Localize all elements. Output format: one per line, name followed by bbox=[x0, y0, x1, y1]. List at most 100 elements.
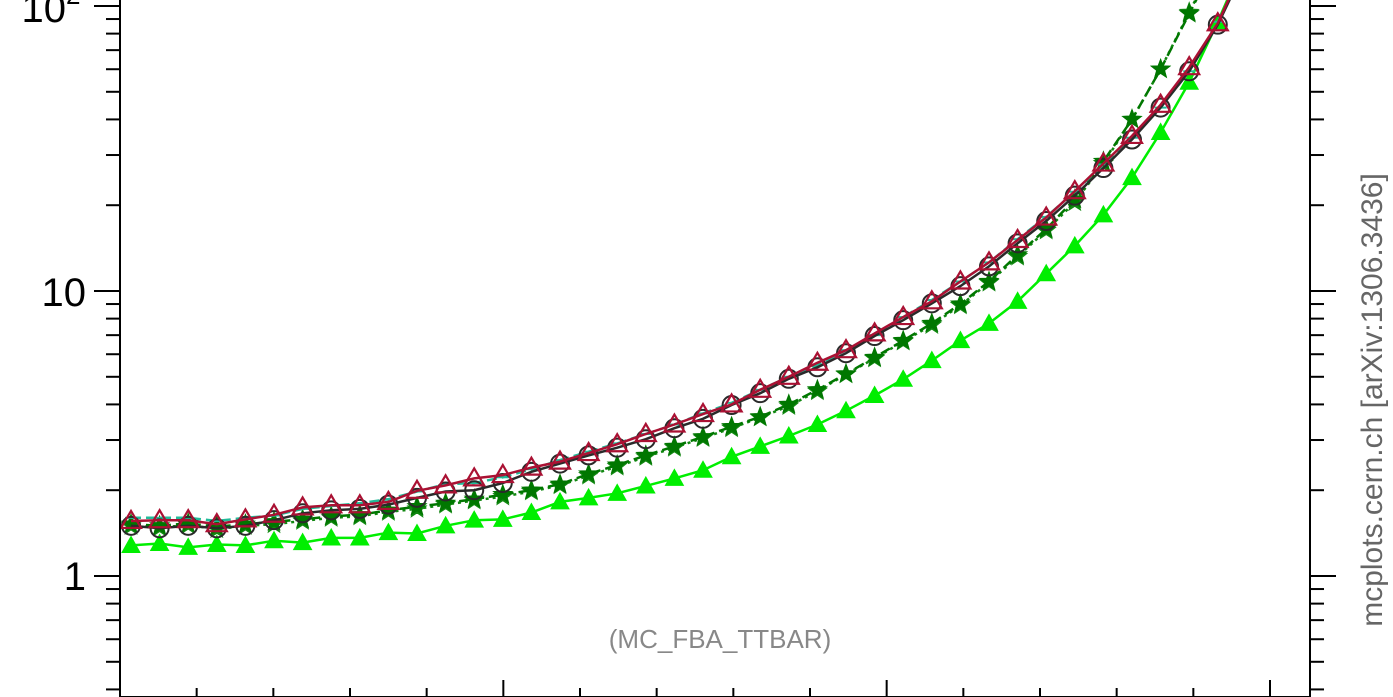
series-0-point bbox=[1122, 167, 1142, 186]
series-4-point bbox=[1207, 14, 1228, 35]
series-5-point bbox=[576, 440, 601, 462]
series-5-point bbox=[1205, 11, 1230, 32]
series-0-point bbox=[893, 369, 914, 387]
series-5-point bbox=[776, 364, 801, 385]
series-5-point bbox=[748, 377, 773, 398]
y-tick-label-100: 10 2 bbox=[22, 0, 81, 31]
series-2-point bbox=[1007, 243, 1029, 264]
series-0 bbox=[121, 0, 1229, 555]
series-2 bbox=[120, 0, 1200, 536]
series-2-point bbox=[435, 492, 457, 513]
series-0-point bbox=[492, 509, 513, 527]
series-5-point bbox=[1148, 92, 1173, 113]
series-5-point bbox=[891, 304, 916, 326]
series-0-point bbox=[1093, 204, 1114, 223]
y-tick-label-100-exponent: 2 bbox=[66, 0, 80, 10]
series-5-point bbox=[233, 507, 258, 528]
series-0-point bbox=[950, 330, 971, 349]
series-2-point bbox=[663, 435, 685, 456]
series-5-point bbox=[262, 502, 286, 523]
series-0-point bbox=[349, 527, 370, 546]
series-5-point bbox=[662, 412, 687, 433]
series-5 bbox=[119, 0, 1230, 533]
series-5-point bbox=[1005, 227, 1030, 249]
series-5-point bbox=[548, 449, 572, 470]
y-tick-label-100-text: 10 bbox=[22, 0, 67, 31]
series-2-point bbox=[1121, 108, 1143, 129]
series-0-point bbox=[664, 468, 685, 486]
series-5-point bbox=[1034, 205, 1059, 226]
series-5-point bbox=[176, 507, 201, 529]
series-0-point bbox=[435, 515, 456, 534]
series-0-point bbox=[464, 510, 485, 528]
series-0-point bbox=[979, 313, 999, 331]
series-0-point bbox=[578, 487, 599, 506]
series-0-point bbox=[836, 400, 856, 419]
series-0-point bbox=[235, 535, 256, 553]
series-0-point bbox=[1036, 263, 1057, 282]
series-5-point bbox=[1062, 179, 1087, 200]
series-0-point bbox=[864, 385, 885, 403]
series-4-point bbox=[1150, 97, 1171, 118]
y-tick-label-1-text: 1 bbox=[64, 555, 86, 599]
series-2-point bbox=[1178, 2, 1200, 23]
series-2-point bbox=[1150, 58, 1172, 79]
series-2-point bbox=[549, 473, 571, 494]
series-0-point bbox=[292, 532, 313, 551]
series-5-point bbox=[633, 421, 658, 443]
series-0-point bbox=[607, 483, 628, 501]
series-4-point bbox=[464, 480, 485, 501]
series-0-point bbox=[149, 533, 170, 552]
series-2-point bbox=[892, 329, 914, 350]
series-5-point bbox=[490, 462, 515, 484]
series-3 bbox=[125, 0, 1231, 523]
series-5-point bbox=[519, 455, 544, 476]
series-2-point bbox=[778, 393, 800, 414]
series-0-point bbox=[1064, 235, 1085, 254]
series-4-point bbox=[893, 310, 914, 331]
series-4-point bbox=[778, 368, 799, 389]
series-5-point bbox=[977, 250, 1001, 271]
series-0-point bbox=[550, 491, 570, 510]
series-0-point bbox=[778, 425, 799, 444]
series-0-point bbox=[321, 527, 342, 546]
series-line-1 bbox=[130, 0, 1197, 531]
series-5-point bbox=[919, 289, 944, 310]
series-5-point bbox=[347, 493, 372, 514]
series-5-point bbox=[319, 493, 344, 514]
series-0-point bbox=[807, 414, 828, 433]
series-0-point bbox=[693, 460, 713, 478]
series-0-point bbox=[750, 436, 771, 454]
side-label: mcplots.cern.ch [arXiv:1306.3436] bbox=[1356, 173, 1389, 627]
series-layer bbox=[119, 0, 1231, 555]
series-0-point bbox=[721, 446, 742, 465]
series-0-point bbox=[1150, 122, 1171, 140]
series-1 bbox=[120, 0, 1200, 539]
analysis-label: (MC_FBA_TTBAR) bbox=[609, 624, 831, 654]
series-0-point bbox=[921, 350, 942, 369]
series-2-point bbox=[721, 415, 743, 436]
series-line-3 bbox=[131, 0, 1231, 523]
series-2-point bbox=[578, 462, 600, 484]
series-2-point bbox=[749, 405, 771, 426]
series-2-point bbox=[978, 270, 1000, 291]
series-4-point bbox=[921, 293, 942, 314]
series-5-point bbox=[462, 466, 487, 487]
series-5-point bbox=[948, 269, 973, 290]
series-5-point bbox=[405, 478, 429, 499]
series-5-point bbox=[376, 489, 401, 510]
series-0-point bbox=[264, 530, 284, 549]
series-2-point bbox=[949, 292, 971, 314]
series-5-point bbox=[862, 321, 887, 342]
series-5-point bbox=[691, 401, 715, 423]
series-0-point bbox=[635, 475, 656, 494]
series-5-point bbox=[834, 337, 858, 359]
series-0-point bbox=[407, 523, 427, 541]
series-line-2 bbox=[130, 0, 1198, 528]
series-2-point bbox=[520, 479, 542, 500]
series-0-point bbox=[521, 502, 542, 521]
series-5-point bbox=[605, 432, 630, 453]
series-2-point bbox=[921, 312, 943, 333]
series-5-point bbox=[119, 508, 143, 530]
series-line-5 bbox=[130, 0, 1230, 526]
